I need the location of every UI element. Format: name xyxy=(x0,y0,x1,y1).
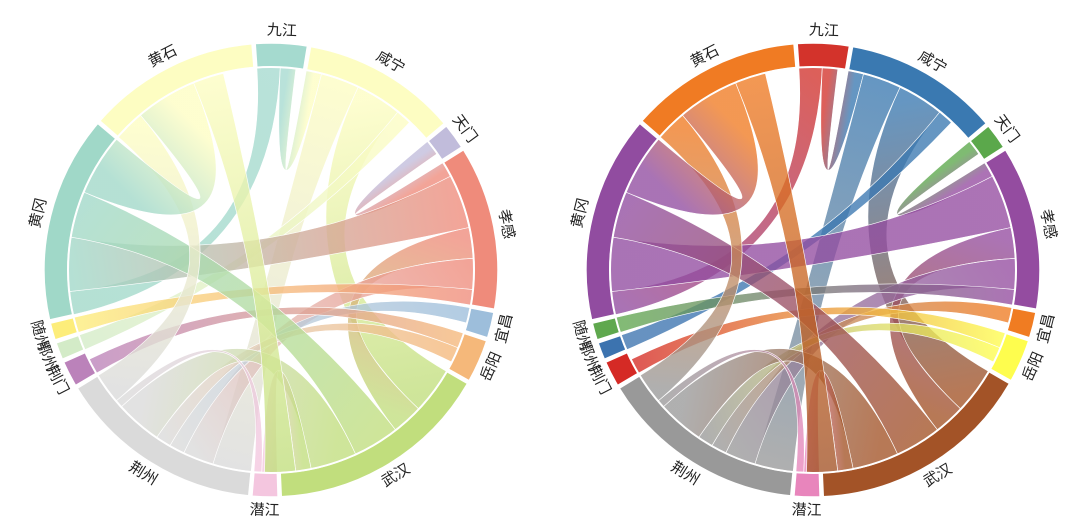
label-孝感: 孝感 xyxy=(1037,208,1060,241)
inner-ring xyxy=(67,66,475,474)
label-黄冈: 黄冈 xyxy=(26,196,51,229)
arc-潜江 xyxy=(251,471,279,498)
label-孝感: 孝感 xyxy=(495,208,518,241)
label-潜江: 潜江 xyxy=(249,501,279,520)
ribbons xyxy=(609,66,1017,474)
label-黄冈: 黄冈 xyxy=(568,196,593,229)
label-九江: 九江 xyxy=(809,21,840,40)
label-随州: 随州 xyxy=(27,318,52,352)
label-宜昌: 宜昌 xyxy=(491,312,516,345)
label-潜江: 潜江 xyxy=(791,501,821,520)
label-随州: 随州 xyxy=(569,318,594,352)
inner-ring xyxy=(609,66,1017,474)
arc-潜江 xyxy=(793,471,821,498)
ribbons xyxy=(67,66,475,474)
arc-九江 xyxy=(796,42,851,71)
label-宜昌: 宜昌 xyxy=(1033,312,1058,345)
label-九江: 九江 xyxy=(267,21,298,40)
arc-九江 xyxy=(254,42,309,71)
